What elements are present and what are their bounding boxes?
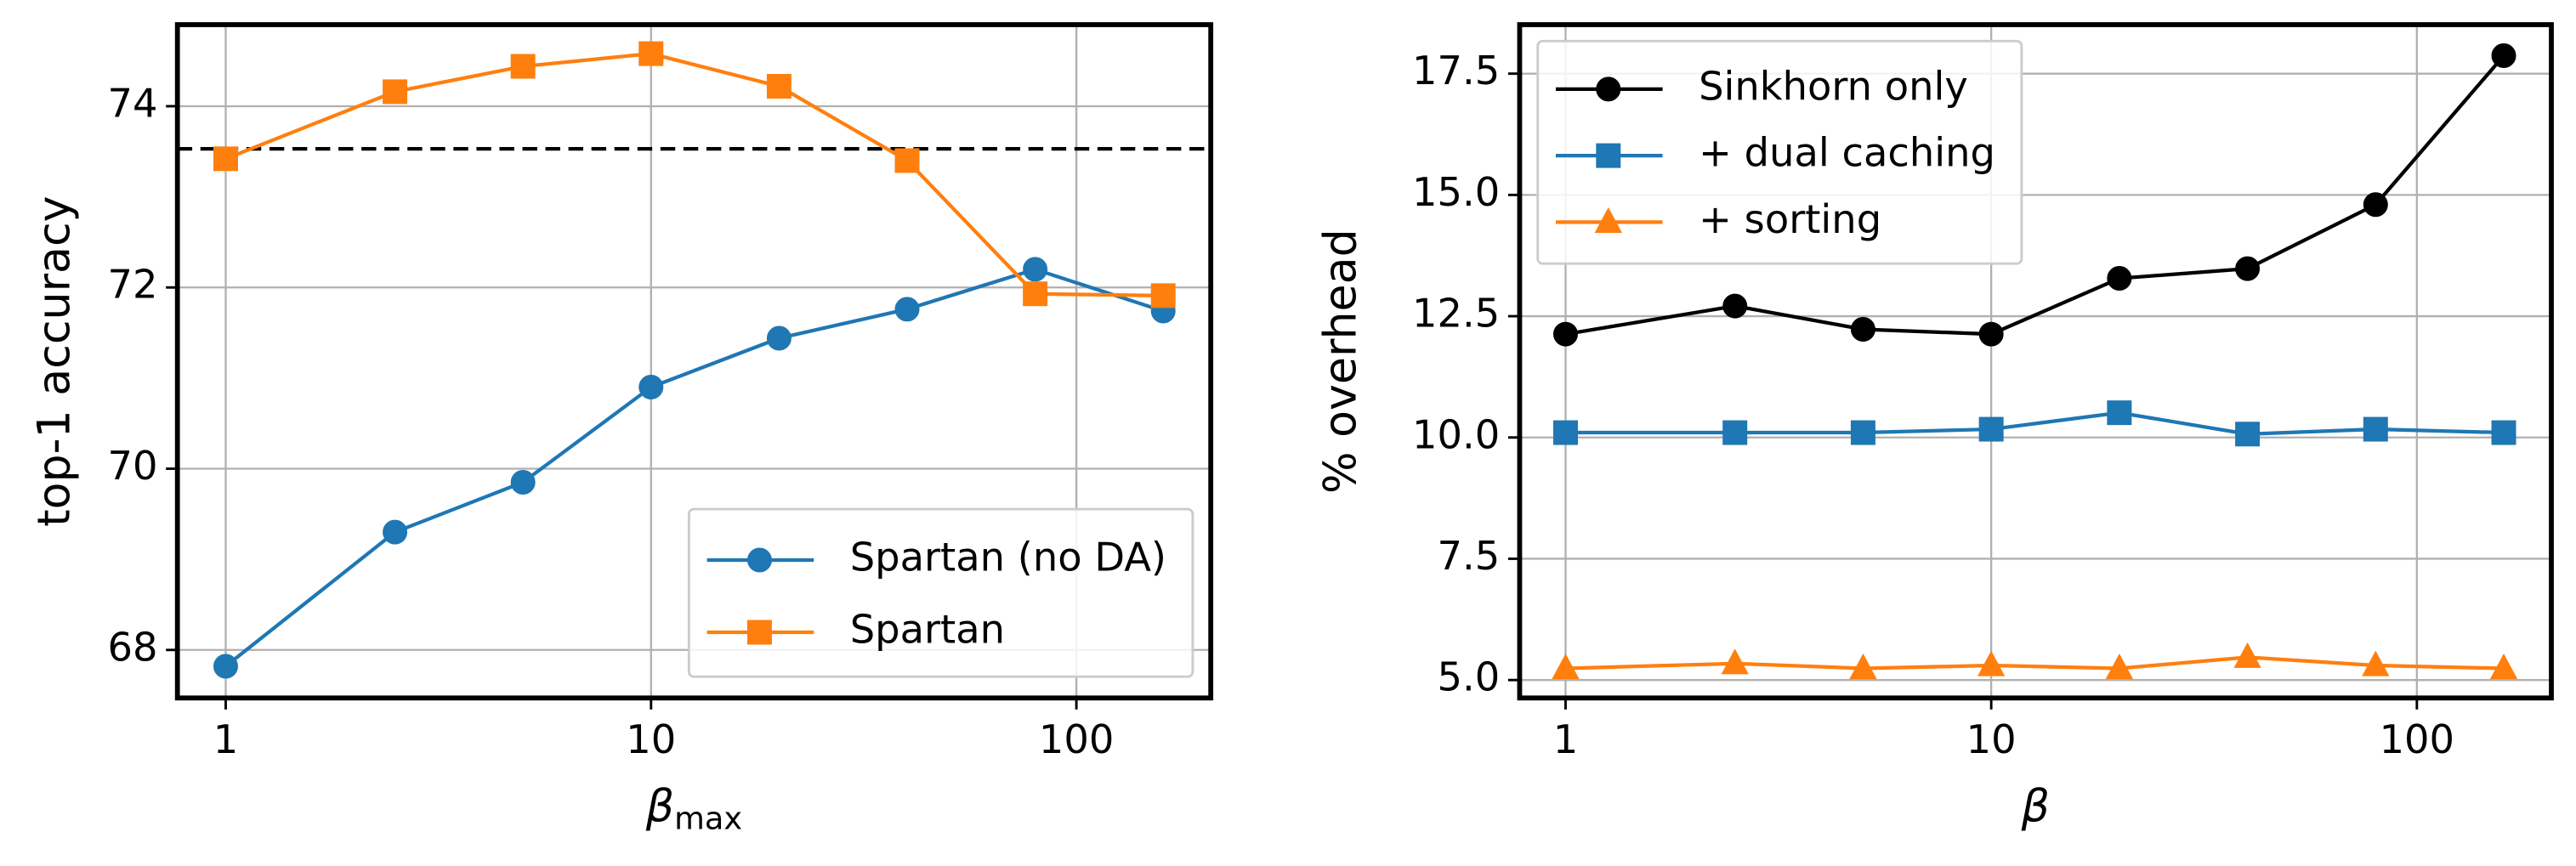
data-point xyxy=(2235,256,2261,281)
series-line xyxy=(1565,410,2505,436)
y-tick-label: 74 xyxy=(108,80,158,126)
x-tick-label: 1 xyxy=(1553,716,1579,762)
y-tick-label: 5.0 xyxy=(1438,654,1501,700)
legend-label: Sinkhorn only xyxy=(1699,63,1968,109)
y-axis-label: % overhead xyxy=(1316,229,1367,494)
data-point xyxy=(383,79,408,105)
x-tick-label: 100 xyxy=(2380,716,2455,762)
axes: 1 10 100 68 70 72 74 βmax top-1 accuracy xyxy=(30,22,1214,836)
x-tick-label: 10 xyxy=(626,716,676,762)
data-point xyxy=(510,54,536,79)
legend-label: + dual caching xyxy=(1699,130,1995,176)
y-tick-label: 72 xyxy=(108,262,158,308)
legend-label: Spartan xyxy=(850,606,1005,652)
data-point xyxy=(2363,416,2388,442)
axes-frame xyxy=(1517,22,2554,701)
series-line xyxy=(224,267,1164,668)
data-point xyxy=(1978,321,2004,347)
legend-box xyxy=(1536,39,2023,265)
axes: 1 10 100 5.0 7.5 10.0 12.5 15.0 17.5 β % overhead xyxy=(1316,22,2554,833)
data-point xyxy=(213,654,238,679)
x-axis-label: β xyxy=(2021,782,2050,833)
data-point xyxy=(638,375,664,400)
y-tick-label: 15.0 xyxy=(1412,169,1500,215)
x-tick-label: 100 xyxy=(1039,716,1115,762)
data-point xyxy=(766,74,792,99)
data-point xyxy=(894,297,920,322)
data-point xyxy=(1722,293,1748,319)
data-point xyxy=(1850,420,1875,445)
data-point xyxy=(1023,281,1048,307)
x-tick-label: 10 xyxy=(1966,716,2017,762)
legend-label: Spartan (no DA) xyxy=(850,534,1166,580)
y-tick-label: 10.0 xyxy=(1412,411,1500,457)
data-point xyxy=(383,519,408,545)
legend-marker xyxy=(1596,143,1621,168)
x-axis-label-symbol: β xyxy=(645,782,674,833)
data-point xyxy=(2362,650,2390,676)
data-point xyxy=(1850,316,1875,342)
data-point xyxy=(2235,422,2261,447)
data-point xyxy=(2363,192,2388,218)
data-point xyxy=(1552,420,1578,445)
data-point xyxy=(213,146,238,172)
data-point xyxy=(2491,420,2516,445)
series-line xyxy=(1565,655,2505,671)
legend-box xyxy=(687,507,1194,678)
y-tick-label: 70 xyxy=(108,443,158,489)
data-point xyxy=(1722,420,1748,445)
data-point xyxy=(1150,283,1176,308)
data-point xyxy=(1978,416,2004,442)
data-point xyxy=(766,325,792,351)
data-point xyxy=(1977,650,2006,676)
y-tick-label: 17.5 xyxy=(1412,48,1500,93)
data-point xyxy=(510,470,536,495)
series-line xyxy=(1565,54,2505,337)
x-tick-label: 1 xyxy=(213,716,239,762)
y-axis-label: top-1 accuracy xyxy=(30,195,81,526)
data-point xyxy=(2105,653,2133,680)
legend: Sinkhorn only + dual caching + sorting xyxy=(1536,39,2023,265)
data-point xyxy=(2489,653,2518,680)
data-point xyxy=(2491,43,2516,69)
legend-marker xyxy=(746,547,772,573)
data-point xyxy=(2107,400,2132,426)
x-axis-label-subscript: max xyxy=(674,800,742,836)
data-point xyxy=(638,41,664,66)
y-tick-label: 68 xyxy=(108,624,158,670)
legend-marker xyxy=(1596,76,1621,102)
data-point xyxy=(1023,257,1048,282)
data-point xyxy=(2233,642,2261,668)
legend: Spartan (no DA) Spartan xyxy=(687,507,1194,678)
data-point xyxy=(1552,321,1578,347)
axes-frame xyxy=(174,22,1214,701)
data-point xyxy=(894,148,920,173)
data-point xyxy=(1721,648,1749,675)
x-axis-label-symbol: β xyxy=(2021,782,2050,833)
y-tick-label: 12.5 xyxy=(1412,291,1500,337)
legend-marker xyxy=(1594,207,1622,233)
y-tick-label: 7.5 xyxy=(1438,533,1501,579)
x-axis-label: βmax xyxy=(645,782,742,836)
data-point xyxy=(2107,266,2132,291)
legend-label: + sorting xyxy=(1699,196,1881,242)
series-line xyxy=(224,51,1164,297)
data-point xyxy=(1552,653,1580,680)
legend-marker xyxy=(746,620,772,645)
data-point xyxy=(1849,653,1877,680)
